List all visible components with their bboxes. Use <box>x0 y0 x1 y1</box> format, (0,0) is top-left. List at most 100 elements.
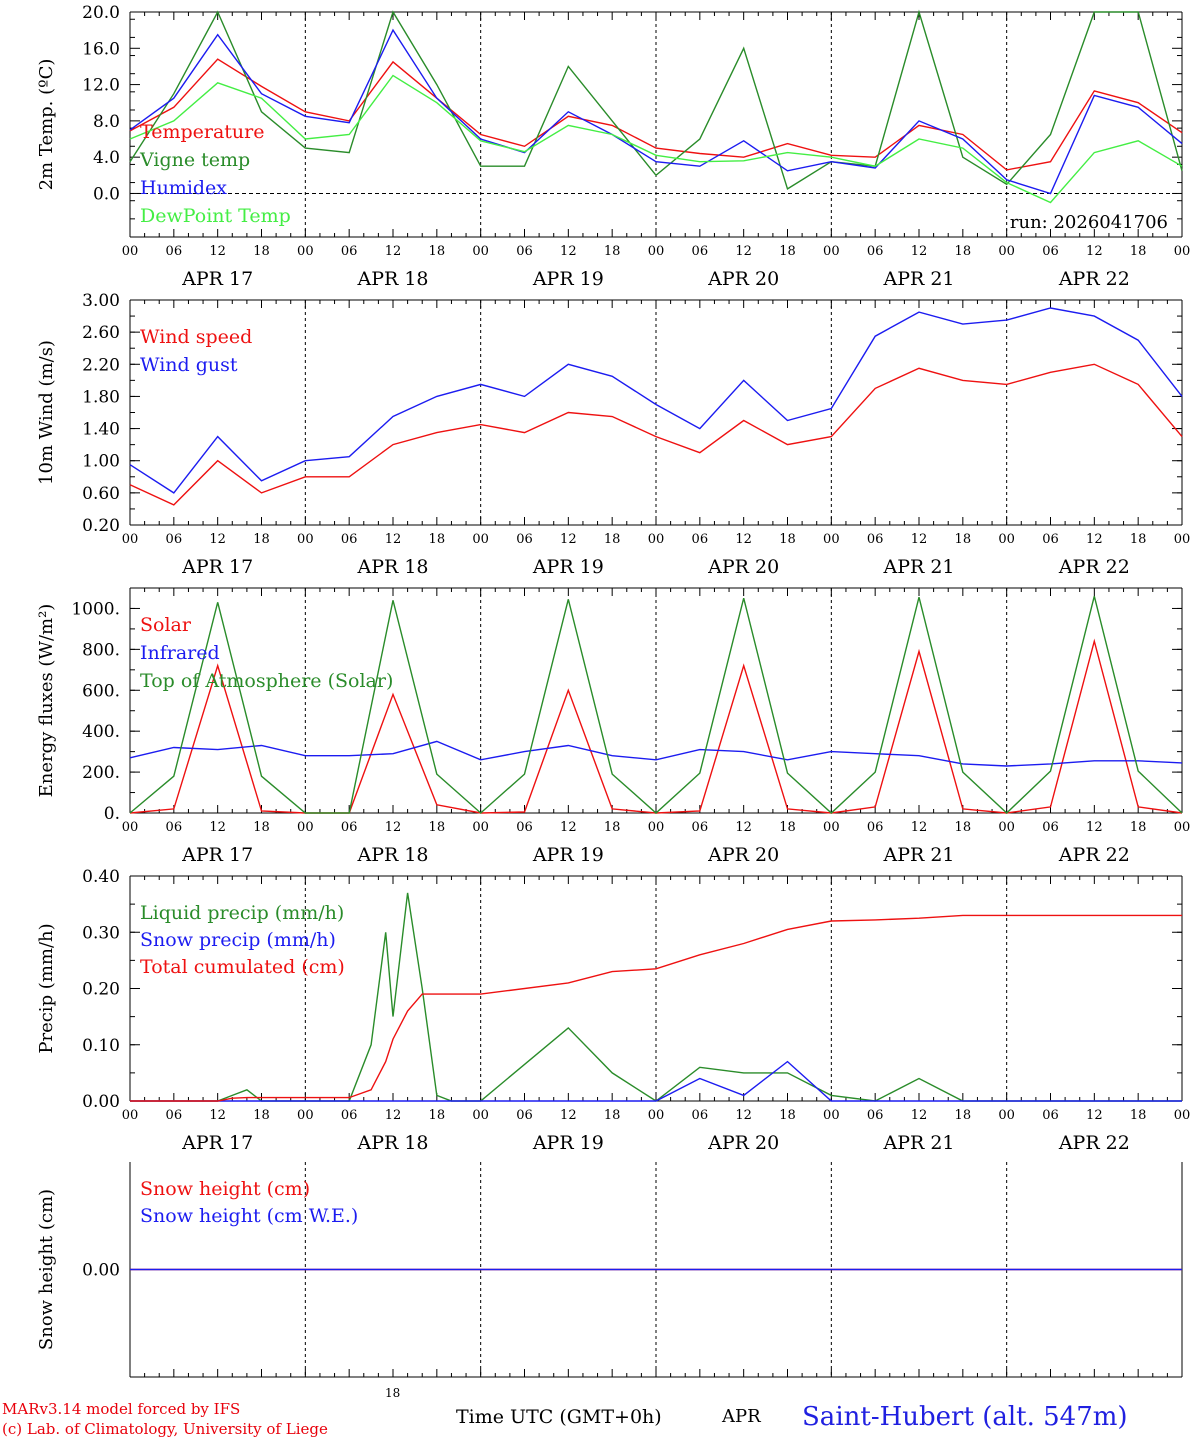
legend-entry: Solar <box>140 614 192 636</box>
day-label: APR 20 <box>707 556 779 578</box>
panel-temperature: 00 06 12 18 00 06 12 18 00 06 12 18 00 06 12 18 00 06 12 18… <box>36 3 1190 290</box>
day-label: APR 22 <box>1058 268 1130 290</box>
hour-tick-label: 18 <box>429 820 446 835</box>
hour-tick-label: 12 <box>1086 1108 1103 1123</box>
hour-tick-label: 00 <box>998 532 1015 547</box>
legend-entry: DewPoint Temp <box>140 205 291 227</box>
y-tick-label: 200. <box>82 763 120 783</box>
series-vigne-temp <box>129 9 1183 190</box>
hour-tick-label: 06 <box>692 820 709 835</box>
day-label: APR 19 <box>532 1132 604 1154</box>
y-tick-label: 0.60 <box>82 484 120 504</box>
series-total-cumulated-cm- <box>130 914 1182 1102</box>
y-tick-label: 0.00 <box>82 1092 120 1112</box>
y-tick-label: 3.00 <box>82 291 120 311</box>
hour-tick-label: 06 <box>166 244 183 259</box>
series-wind-gust <box>129 307 1183 494</box>
y-axis-title: Snow height (cm) <box>36 1189 57 1350</box>
hour-tick-label: 18 <box>429 532 446 547</box>
hour-tick-label: 18 <box>955 244 972 259</box>
legend-entry: Liquid precip (mm/h) <box>140 902 344 924</box>
day-label: APR 17 <box>181 844 253 866</box>
day-label: APR 21 <box>882 556 954 578</box>
hour-tick-label: 00 <box>297 1108 314 1123</box>
hour-tick-label: 12 <box>209 1108 226 1123</box>
hour-tick-label: 00 <box>998 820 1015 835</box>
hour-tick-label: 00 <box>472 1108 489 1123</box>
hour-tick-label: 06 <box>166 820 183 835</box>
y-tick-label: 0.00 <box>82 1261 120 1281</box>
hour-tick-label: 06 <box>516 1108 533 1123</box>
hour-tick-label: 18 <box>955 1108 972 1123</box>
y-tick-label: 0.0 <box>93 184 120 204</box>
hour-tick-label: 00 <box>648 244 665 259</box>
hour-tick-label: 12 <box>735 820 752 835</box>
day-label: APR 21 <box>882 1132 954 1154</box>
day-label: APR 17 <box>181 556 253 578</box>
hour-tick-label: 12 <box>209 820 226 835</box>
hour-tick-label: 00 <box>823 532 840 547</box>
hour-tick-label: 00 <box>472 244 489 259</box>
month-label: APR <box>722 1406 761 1427</box>
y-tick-label: 2.20 <box>82 355 120 375</box>
y-tick-label: 16.0 <box>82 39 120 59</box>
hour-tick-label: 06 <box>867 532 884 547</box>
series-liquid-precip-mm-h- <box>130 892 1182 1102</box>
panel-energy: 00 06 12 18 00 06 12 18 00 06 12 18 00 06 12 18 00 06 12 18… <box>36 587 1190 866</box>
hour-tick-label: 00 <box>297 820 314 835</box>
hour-tick-label: 12 <box>560 532 577 547</box>
hour-tick-label: 18 <box>1130 532 1147 547</box>
hour-tick-label: 18 <box>604 244 621 259</box>
hour-tick-label: 12 <box>385 820 402 835</box>
day-label: APR 20 <box>707 1132 779 1154</box>
hour-tick-label: 00 <box>297 532 314 547</box>
hour-tick-label: 06 <box>516 244 533 259</box>
day-label: APR 20 <box>707 268 779 290</box>
hour-tick-label: 00 <box>648 1108 665 1123</box>
hour-tick-label: 06 <box>341 1108 358 1123</box>
hour-tick-label: 12 <box>385 244 402 259</box>
hour-tick-label: 00 <box>122 532 139 547</box>
hour-tick-label: 00 <box>823 244 840 259</box>
hour-tick-label: 18 <box>1130 820 1147 835</box>
credit-line-1: MARv3.14 model forced by IFS <box>2 1400 241 1418</box>
series-humidex <box>129 28 1183 195</box>
day-label: APR 19 <box>532 844 604 866</box>
legend-entry: Top of Atmosphere (Solar) <box>140 670 393 692</box>
hour-tick-label: 12 <box>911 820 928 835</box>
hour-tick-label: 06 <box>516 532 533 547</box>
run-label: run: 2026041706 <box>1010 212 1168 233</box>
hour-tick-label: 12 <box>735 532 752 547</box>
day-label: APR 17 <box>181 1132 253 1154</box>
y-tick-label: 0.40 <box>82 867 120 887</box>
legend-entry: Wind speed <box>140 326 252 348</box>
legend-entry: Snow precip (mm/h) <box>140 929 336 951</box>
hour-tick-label: 18 <box>253 244 270 259</box>
hour-tick-label: 12 <box>735 244 752 259</box>
hour-tick-label: 06 <box>867 1108 884 1123</box>
y-tick-label: 12.0 <box>82 76 120 96</box>
hour-tick-label: 18 <box>955 532 972 547</box>
hour-tick-label: 00 <box>472 820 489 835</box>
hour-tick-label: 18 <box>253 532 270 547</box>
day-label: APR 18 <box>356 268 428 290</box>
hour-tick-label: 18 <box>779 244 796 259</box>
hour-tick-label: 00 <box>472 532 489 547</box>
day-label: APR 22 <box>1058 1132 1130 1154</box>
series-infrared <box>129 740 1183 767</box>
hour-tick-label: 12 <box>560 244 577 259</box>
day-label: APR 18 <box>356 556 428 578</box>
hour-tick-label: 18 <box>779 1108 796 1123</box>
hour-tick-label: 00 <box>648 532 665 547</box>
panel-wind: 00 06 12 18 00 06 12 18 00 06 12 18 00 06 12 18 00 06 12 18… <box>36 291 1190 578</box>
hour-tick-label: 00 <box>297 244 314 259</box>
y-tick-label: 400. <box>82 722 120 742</box>
hour-tick-label: 18 <box>253 1108 270 1123</box>
hour-tick-label: 18 <box>779 820 796 835</box>
hour-tick-label: 12 <box>911 244 928 259</box>
hour-tick-label: 00 <box>998 244 1015 259</box>
hour-tick-label: 00 <box>1174 532 1191 547</box>
legend-entry: Temperature <box>140 121 264 143</box>
y-tick-label: 800. <box>82 640 120 660</box>
day-label: APR 22 <box>1058 844 1130 866</box>
